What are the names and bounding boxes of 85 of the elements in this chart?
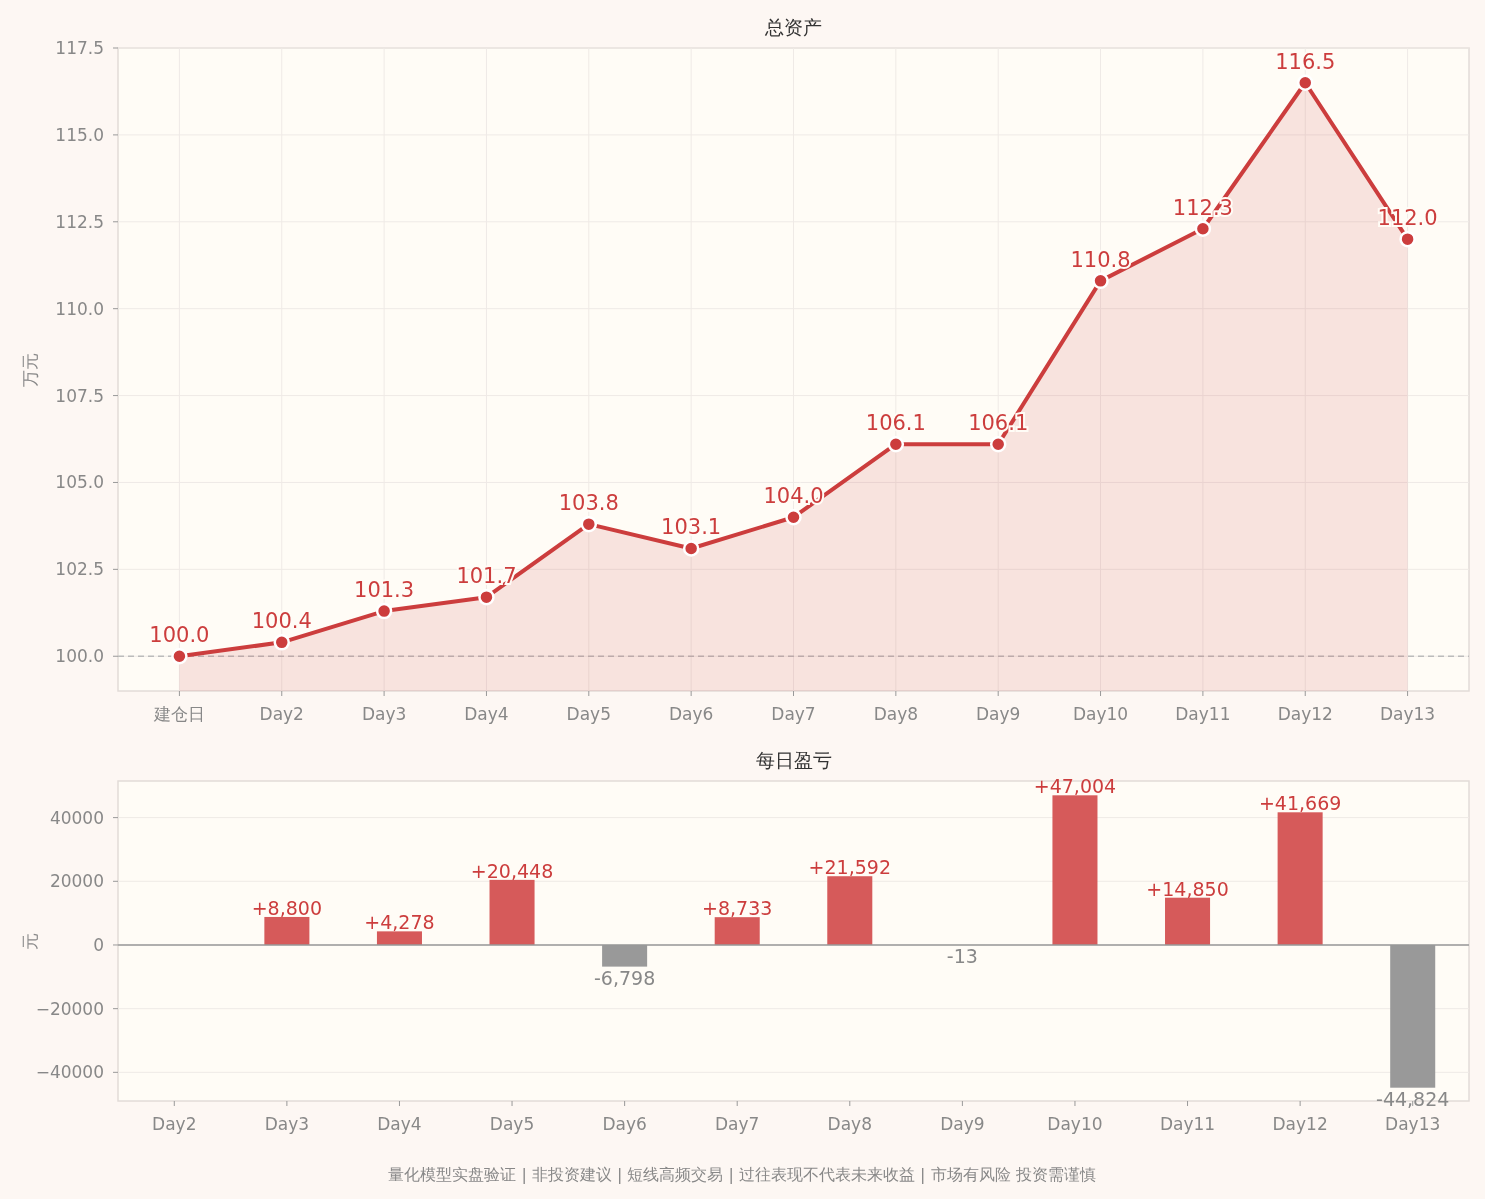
data-label: 103.8 bbox=[558, 491, 619, 516]
y-tick-label: 105.0 bbox=[55, 472, 104, 493]
x-tick-label: Day7 bbox=[715, 1114, 760, 1134]
y-axis-title: 元 bbox=[20, 932, 40, 950]
x-tick-label: Day10 bbox=[1072, 704, 1129, 724]
data-label: 100.4 bbox=[251, 609, 312, 634]
x-tick-label: Day6 bbox=[602, 1114, 647, 1134]
x-tick-label: Day3 bbox=[361, 704, 407, 724]
x-tick-label: Day8 bbox=[827, 1114, 872, 1134]
point bbox=[887, 435, 905, 453]
chart-title: 总资产 bbox=[764, 16, 822, 38]
bar bbox=[714, 917, 760, 945]
data-label: +20,448 bbox=[470, 859, 554, 882]
data-label: 104.0 bbox=[763, 484, 824, 509]
data-label: +4,278 bbox=[364, 911, 435, 934]
bar bbox=[376, 931, 422, 945]
y-tick-label: −20000 bbox=[35, 998, 104, 1019]
x-tick-label: Day3 bbox=[264, 1114, 310, 1134]
point bbox=[478, 588, 495, 606]
data-label: -13 bbox=[946, 945, 978, 968]
x-tick-label: Day11 bbox=[1175, 704, 1231, 724]
y-tick-label: 40000 bbox=[49, 807, 104, 828]
data-label: +47,004 bbox=[1033, 775, 1117, 798]
point bbox=[989, 435, 1007, 453]
data-label: +14,850 bbox=[1146, 877, 1229, 900]
x-tick-label: Day4 bbox=[464, 704, 509, 724]
data-label: +41,669 bbox=[1258, 792, 1342, 815]
bar bbox=[1052, 795, 1098, 945]
x-tick-label: Day11 bbox=[1159, 1114, 1216, 1134]
point bbox=[273, 634, 291, 651]
x-tick-label: 建仓日 bbox=[152, 704, 205, 724]
y-tick-label: 110.0 bbox=[55, 298, 104, 319]
text: 量化模型实盘验证 | 非投资建议 | 短线高频交易 | 过往表现不代表未来收益 | 市场有风险 投资需谨慎 bbox=[388, 1165, 1096, 1184]
point bbox=[580, 515, 598, 533]
data-label: 103.1 bbox=[661, 515, 722, 540]
y-tick-label: 115.0 bbox=[55, 124, 104, 145]
y-tick-label: 107.5 bbox=[55, 385, 104, 406]
data-label: 100.0 bbox=[149, 623, 210, 648]
x-tick-label: Day13 bbox=[1379, 704, 1436, 724]
point bbox=[1399, 230, 1416, 248]
x-tick-label: Day4 bbox=[377, 1114, 422, 1134]
point bbox=[171, 647, 188, 665]
x-tick-label: Day10 bbox=[1047, 1114, 1103, 1134]
y-tick-label: 117.5 bbox=[55, 38, 104, 58]
bar bbox=[1165, 897, 1211, 945]
x-tick-label: Day7 bbox=[771, 704, 816, 724]
point bbox=[682, 540, 700, 557]
y-tick-label: 20000 bbox=[49, 871, 104, 892]
x-tick-label: Day8 bbox=[873, 704, 919, 724]
y-axis-title: 万元 bbox=[20, 352, 40, 387]
data-label: +8,800 bbox=[251, 896, 323, 919]
x-tick-label: Day9 bbox=[976, 704, 1021, 724]
x-tick-label: Day12 bbox=[1272, 1114, 1328, 1134]
point bbox=[1092, 272, 1109, 290]
point bbox=[785, 508, 802, 526]
x-tick-label: Day13 bbox=[1385, 1114, 1441, 1134]
point bbox=[1194, 220, 1212, 237]
data-label: 101.3 bbox=[354, 578, 415, 603]
x-tick-label: Day2 bbox=[152, 1114, 197, 1134]
data-label: -44,824 bbox=[1376, 1087, 1450, 1110]
x-tick-label: Day6 bbox=[668, 704, 714, 724]
bar bbox=[827, 876, 873, 945]
data-label: +8,733 bbox=[702, 897, 773, 920]
data-label: 101.7 bbox=[456, 564, 517, 589]
bar bbox=[264, 916, 310, 945]
point bbox=[1296, 74, 1314, 92]
bar bbox=[489, 879, 535, 945]
x-tick-label: Day2 bbox=[259, 704, 304, 724]
y-tick-label: −40000 bbox=[35, 1062, 104, 1083]
data-label: +21,592 bbox=[808, 856, 891, 879]
y-tick-label: 112.5 bbox=[55, 211, 104, 232]
data-label: 110.8 bbox=[1070, 247, 1131, 272]
y-tick-label: 0 bbox=[93, 934, 104, 955]
x-tick-label: Day5 bbox=[566, 704, 611, 724]
x-tick-label: Day5 bbox=[489, 1114, 535, 1134]
y-tick-label: 100.0 bbox=[55, 646, 104, 667]
x-tick-label: Day9 bbox=[940, 1114, 985, 1134]
data-label: 106.1 bbox=[865, 411, 926, 436]
bar bbox=[1277, 812, 1323, 945]
x-tick-label: Day12 bbox=[1277, 704, 1333, 724]
y-tick-label: 102.5 bbox=[55, 559, 104, 580]
data-label: 116.5 bbox=[1275, 49, 1336, 74]
data-label: -6,798 bbox=[594, 966, 656, 989]
point bbox=[375, 602, 393, 620]
chart-title: 每日盈亏 bbox=[755, 749, 832, 771]
